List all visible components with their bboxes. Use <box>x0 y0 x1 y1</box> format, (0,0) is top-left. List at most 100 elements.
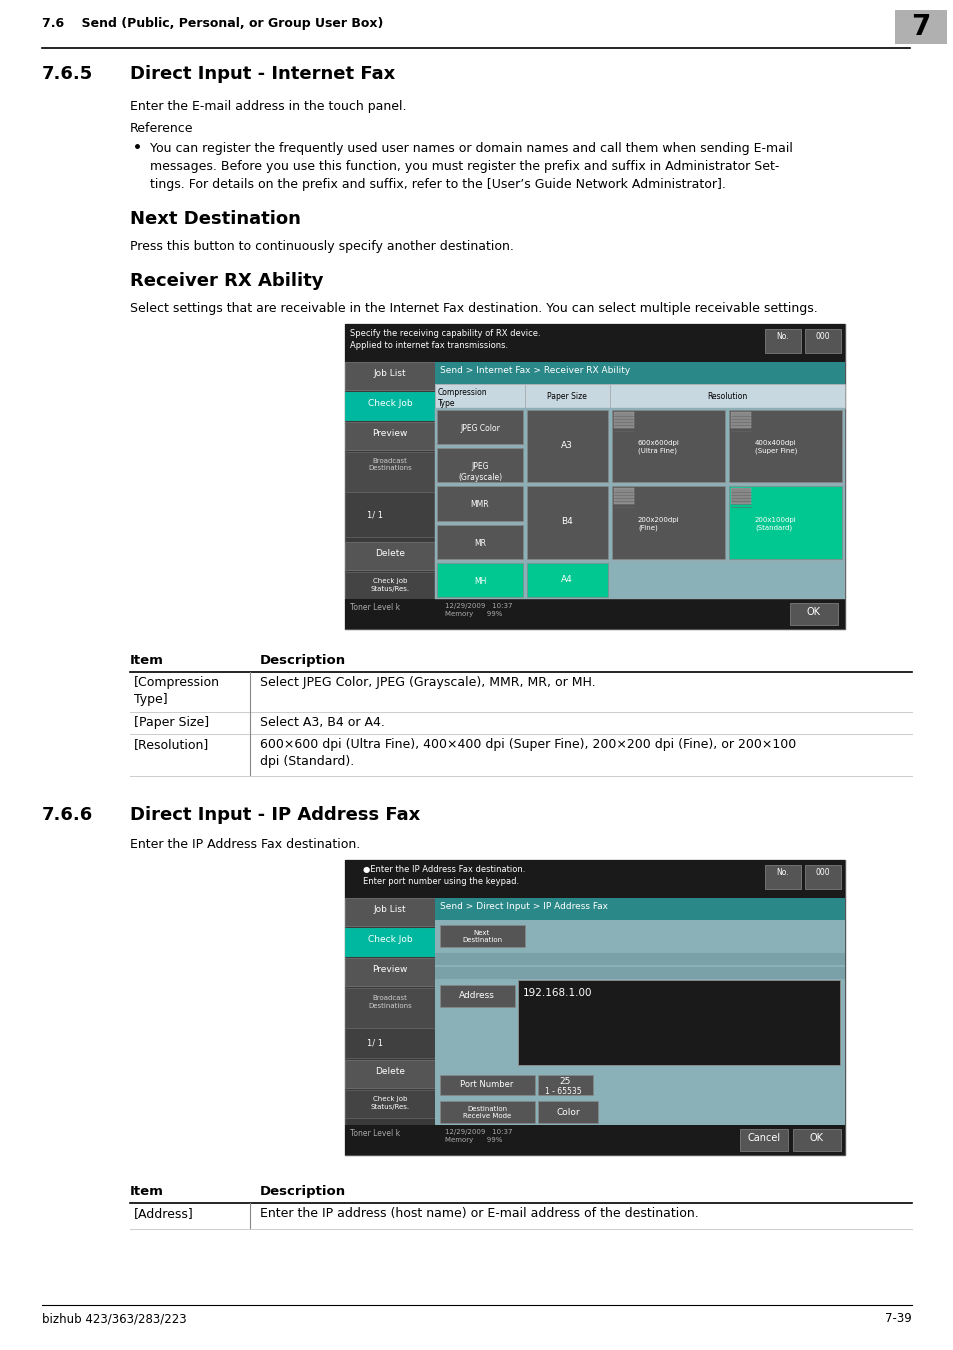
Text: You can register the frequently used user names or domain names and call them wh: You can register the frequently used use… <box>150 142 792 190</box>
Text: Job List: Job List <box>374 369 406 378</box>
Text: 7: 7 <box>910 14 930 40</box>
FancyBboxPatch shape <box>345 362 435 390</box>
Text: Broadcast
Destinations: Broadcast Destinations <box>368 995 412 1008</box>
Text: Enter the IP Address Fax destination.: Enter the IP Address Fax destination. <box>130 838 360 850</box>
Text: 7.6.5: 7.6.5 <box>42 65 93 82</box>
Text: Next
Destination: Next Destination <box>461 930 501 944</box>
FancyBboxPatch shape <box>436 563 522 597</box>
FancyBboxPatch shape <box>764 329 801 352</box>
Text: MH: MH <box>474 576 486 586</box>
Text: [Compression
Type]: [Compression Type] <box>133 676 220 706</box>
FancyBboxPatch shape <box>435 967 844 979</box>
Text: Preview: Preview <box>372 429 407 437</box>
Text: OK: OK <box>809 1133 823 1143</box>
Text: Check Job
Status/Res.: Check Job Status/Res. <box>370 578 409 591</box>
FancyBboxPatch shape <box>345 958 435 986</box>
FancyBboxPatch shape <box>345 452 435 491</box>
FancyBboxPatch shape <box>612 486 724 559</box>
FancyBboxPatch shape <box>804 865 841 890</box>
FancyBboxPatch shape <box>435 408 844 447</box>
FancyBboxPatch shape <box>728 410 841 482</box>
Text: 7-39: 7-39 <box>884 1312 911 1324</box>
Text: 12/29/2009   10:37
Memory      99%: 12/29/2009 10:37 Memory 99% <box>444 603 512 617</box>
FancyBboxPatch shape <box>345 927 435 956</box>
Text: Direct Input - Internet Fax: Direct Input - Internet Fax <box>130 65 395 82</box>
FancyBboxPatch shape <box>439 1075 535 1095</box>
FancyBboxPatch shape <box>526 410 607 482</box>
Text: Delete: Delete <box>375 1066 405 1076</box>
FancyBboxPatch shape <box>345 599 844 629</box>
FancyBboxPatch shape <box>764 865 801 890</box>
FancyBboxPatch shape <box>345 423 435 450</box>
Text: [Address]: [Address] <box>133 1207 193 1220</box>
Text: Delete: Delete <box>375 549 405 558</box>
FancyBboxPatch shape <box>894 9 946 45</box>
Text: Check Job: Check Job <box>367 936 412 944</box>
FancyBboxPatch shape <box>740 1129 787 1152</box>
FancyBboxPatch shape <box>537 1102 598 1123</box>
FancyBboxPatch shape <box>730 489 750 505</box>
FancyBboxPatch shape <box>614 489 634 505</box>
Text: No.: No. <box>776 868 788 878</box>
Text: 192.168.1.00: 192.168.1.00 <box>522 988 592 998</box>
Text: Toner Level k: Toner Level k <box>350 603 399 612</box>
Text: MR: MR <box>474 539 485 548</box>
Text: 7.6    Send (Public, Personal, or Group User Box): 7.6 Send (Public, Personal, or Group Use… <box>42 18 383 30</box>
Text: Description: Description <box>260 653 346 667</box>
FancyBboxPatch shape <box>436 448 522 482</box>
Text: JPEG Color: JPEG Color <box>459 424 499 433</box>
FancyBboxPatch shape <box>609 383 844 408</box>
FancyBboxPatch shape <box>439 1102 535 1123</box>
Text: 1 - 65535: 1 - 65535 <box>544 1087 581 1096</box>
Text: Send > Direct Input > IP Address Fax: Send > Direct Input > IP Address Fax <box>439 902 607 911</box>
Text: Compression
Type: Compression Type <box>437 387 487 408</box>
Text: [Paper Size]: [Paper Size] <box>133 716 209 729</box>
FancyBboxPatch shape <box>345 324 844 362</box>
FancyBboxPatch shape <box>526 563 607 597</box>
FancyBboxPatch shape <box>435 362 844 383</box>
Text: Toner Level k: Toner Level k <box>350 1129 399 1138</box>
FancyBboxPatch shape <box>345 1125 844 1156</box>
FancyBboxPatch shape <box>435 447 844 485</box>
Text: Preview: Preview <box>372 965 407 973</box>
FancyBboxPatch shape <box>439 986 515 1007</box>
Text: Job List: Job List <box>374 904 406 914</box>
Text: Description: Description <box>260 1185 346 1197</box>
Text: Port Number: Port Number <box>460 1080 513 1089</box>
FancyBboxPatch shape <box>345 988 435 1027</box>
Text: 25: 25 <box>558 1077 570 1085</box>
FancyBboxPatch shape <box>436 525 522 559</box>
FancyBboxPatch shape <box>435 898 844 1125</box>
Text: Enter the IP address (host name) or E-mail address of the destination.: Enter the IP address (host name) or E-ma… <box>260 1207 698 1220</box>
FancyBboxPatch shape <box>792 1129 841 1152</box>
Text: Item: Item <box>130 1185 164 1197</box>
Text: No.: No. <box>776 332 788 342</box>
FancyBboxPatch shape <box>345 860 844 898</box>
Text: Enter the E-mail address in the touch panel.: Enter the E-mail address in the touch pa… <box>130 100 406 113</box>
FancyBboxPatch shape <box>345 324 844 629</box>
FancyBboxPatch shape <box>345 392 435 420</box>
Text: Receiver RX Ability: Receiver RX Ability <box>130 271 323 290</box>
FancyBboxPatch shape <box>435 522 844 560</box>
FancyBboxPatch shape <box>526 486 607 559</box>
Text: Press this button to continuously specify another destination.: Press this button to continuously specif… <box>130 240 514 252</box>
Text: OK: OK <box>806 608 821 617</box>
Text: A4: A4 <box>560 575 572 583</box>
FancyBboxPatch shape <box>614 412 634 428</box>
FancyBboxPatch shape <box>789 603 837 625</box>
Text: 000: 000 <box>815 332 829 342</box>
Text: ●Enter the IP Address Fax destination.
Enter port number using the keypad.: ●Enter the IP Address Fax destination. E… <box>363 865 525 887</box>
FancyBboxPatch shape <box>435 560 844 599</box>
FancyBboxPatch shape <box>345 860 844 1156</box>
Text: Check Job: Check Job <box>367 400 412 408</box>
Text: Reference: Reference <box>130 122 193 135</box>
Text: 400x400dpi
(Super Fine): 400x400dpi (Super Fine) <box>754 440 797 454</box>
Text: Address: Address <box>458 991 495 1000</box>
Text: JPEG
(Grayscale): JPEG (Grayscale) <box>457 462 501 482</box>
Text: Broadcast
Destinations: Broadcast Destinations <box>368 458 412 471</box>
FancyBboxPatch shape <box>345 1060 435 1088</box>
Text: Check Job
Status/Res.: Check Job Status/Res. <box>370 1096 409 1110</box>
Text: 200x100dpi
(Standard): 200x100dpi (Standard) <box>754 517 796 531</box>
Text: Select settings that are receivable in the Internet Fax destination. You can sel: Select settings that are receivable in t… <box>130 302 817 315</box>
FancyBboxPatch shape <box>435 485 844 522</box>
